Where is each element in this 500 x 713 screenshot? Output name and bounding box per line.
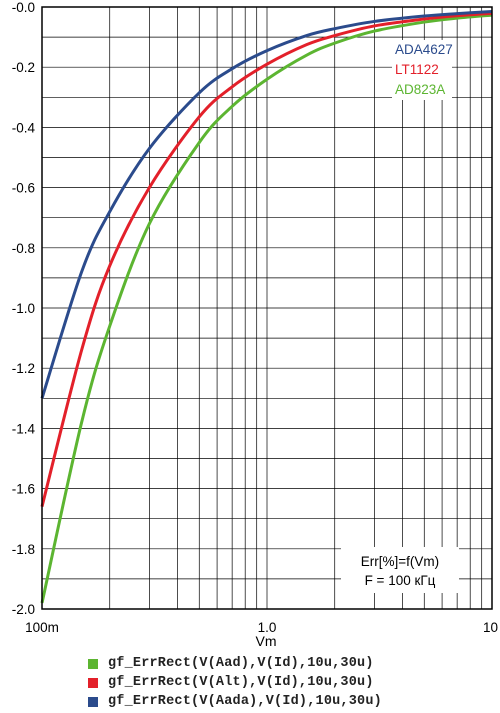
legend-text: gf_ErrRect(V(Aada),V(Id),10u,30u) — [108, 694, 382, 709]
y-tick-label: -0.6 — [12, 181, 35, 196]
series-labels: ADA4627 LT1122 AD823A — [392, 40, 453, 100]
y-tick-label: -1.4 — [12, 421, 36, 436]
legend-text: gf_ErrRect(V(Alt),V(Id),10u,30u) — [108, 675, 374, 690]
annotation-box: Err[%]=f(Vm) F = 100 кГц — [341, 547, 459, 593]
series-line-lt1122 — [40, 11, 493, 508]
plot-border — [41, 6, 493, 610]
legend-swatch-red — [88, 677, 98, 688]
series-label-lt1122: LT1122 — [395, 62, 439, 77]
y-tick-labels: -0.0 -0.2 -0.4 -0.6 -0.8 -1.0 -1.2 -1.4 -1.6 -1.8… — [12, 0, 36, 617]
y-tick-label: -1.0 — [12, 301, 35, 316]
y-tick-label: -2.0 — [12, 602, 35, 617]
legend-swatch-green — [88, 658, 98, 669]
y-tick-label: -0.2 — [12, 60, 35, 75]
legend-text: gf_ErrRect(V(Aad),V(Id),10u,30u) — [108, 656, 374, 671]
x-tick-label: 10 — [483, 620, 498, 635]
legend: gf_ErrRect(V(Aad),V(Id),10u,30u) gf_ErrR… — [88, 654, 382, 711]
legend-item-alt: gf_ErrRect(V(Alt),V(Id),10u,30u) — [88, 673, 382, 692]
legend-item-aada: gf_ErrRect(V(Aada),V(Id),10u,30u) — [88, 692, 382, 711]
series-labels-background — [392, 40, 452, 100]
y-tick-label: -0.8 — [12, 241, 35, 256]
annotation-line-1: Err[%]=f(Vm) — [361, 554, 439, 569]
y-tick-label: -1.2 — [12, 361, 35, 376]
grid — [42, 6, 492, 610]
series-label-ada4627: ADA4627 — [395, 42, 453, 57]
x-axis-label: Vm — [256, 633, 277, 649]
y-tick-label: -1.8 — [12, 542, 35, 557]
annotation-frame — [341, 547, 459, 593]
y-tick-label: -0.0 — [12, 0, 35, 15]
x-tick-labels: 100m 1.0 10 — [25, 620, 498, 635]
x-tick-label: 1.0 — [258, 620, 277, 635]
x-tick-label: 100m — [25, 620, 59, 635]
series-line-ad823a — [40, 13, 493, 604]
series-line-ada4627 — [40, 10, 493, 399]
legend-swatch-blue — [88, 696, 98, 707]
legend-item-aad: gf_ErrRect(V(Aad),V(Id),10u,30u) — [88, 654, 382, 673]
annotation-line-2: F = 100 кГц — [365, 573, 436, 588]
curves — [40, 10, 493, 604]
series-label-ad823a: AD823A — [395, 82, 445, 97]
y-tick-label: -1.6 — [12, 482, 35, 497]
y-tick-label: -0.4 — [12, 120, 36, 135]
